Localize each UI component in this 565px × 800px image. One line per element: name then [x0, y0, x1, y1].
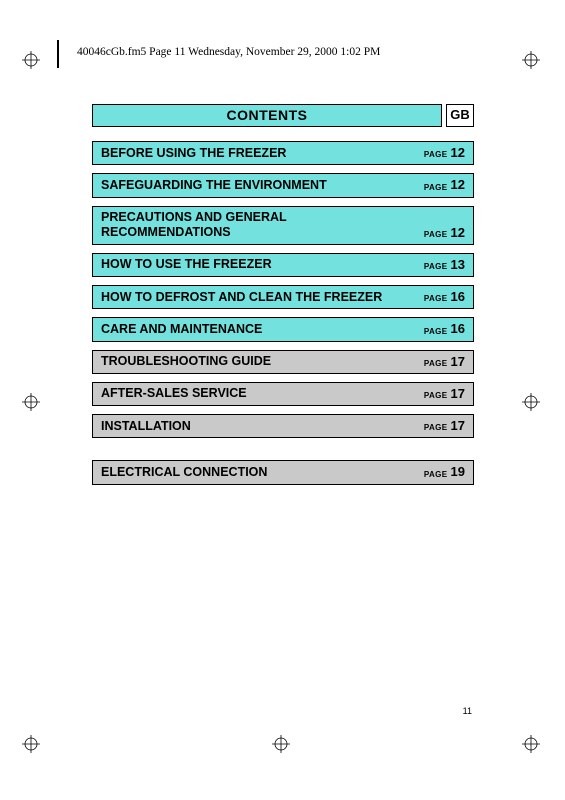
toc-entry-label: BEFORE USING THE FREEZER: [101, 146, 424, 162]
registration-mark-icon: [522, 735, 540, 753]
page-number: 11: [463, 706, 472, 716]
toc-entry: ELECTRICAL CONNECTIONPAGE19: [92, 460, 474, 484]
toc-entry-label: PRECAUTIONS AND GENERAL RECOMMENDATIONS: [101, 210, 424, 241]
toc-entry-page: 17: [451, 386, 465, 402]
toc-entry: SAFEGUARDING THE ENVIRONMENTPAGE12: [92, 173, 474, 197]
registration-mark-icon: [522, 393, 540, 411]
toc-entry-label: HOW TO DEFROST AND CLEAN THE FREEZER: [101, 290, 424, 306]
page-label: PAGE: [424, 183, 451, 194]
page-label: PAGE: [424, 294, 451, 305]
page-label: PAGE: [424, 230, 451, 241]
toc-entry-page: 12: [451, 145, 465, 161]
toc-entry: BEFORE USING THE FREEZERPAGE12: [92, 141, 474, 165]
registration-mark-icon: [22, 735, 40, 753]
toc-entry-label: AFTER-SALES SERVICE: [101, 386, 424, 402]
page-label: PAGE: [424, 423, 451, 434]
toc-entry-page: 16: [451, 289, 465, 305]
toc-entry-label: HOW TO USE THE FREEZER: [101, 257, 424, 273]
toc-entry: AFTER-SALES SERVICEPAGE17: [92, 382, 474, 406]
toc-entry-label: SAFEGUARDING THE ENVIRONMENT: [101, 178, 424, 194]
registration-mark-icon: [522, 51, 540, 69]
language-code: GB: [446, 104, 474, 127]
header-rule: [57, 40, 59, 68]
toc-entry-page: 12: [451, 225, 465, 241]
title-row: CONTENTS GB: [92, 104, 474, 127]
toc-entry-label: CARE AND MAINTENANCE: [101, 322, 424, 338]
header-text: 40046cGb.fm5 Page 11 Wednesday, November…: [77, 46, 380, 58]
registration-mark-icon: [22, 51, 40, 69]
toc-entry-label: INSTALLATION: [101, 419, 424, 435]
contents-panel: CONTENTS GB BEFORE USING THE FREEZERPAGE…: [92, 104, 474, 493]
contents-title: CONTENTS: [92, 104, 442, 127]
toc-entry-label: ELECTRICAL CONNECTION: [101, 465, 424, 481]
registration-mark-icon: [272, 735, 290, 753]
registration-mark-icon: [22, 393, 40, 411]
toc-entry-page: 19: [451, 464, 465, 480]
toc-entry: CARE AND MAINTENANCEPAGE16: [92, 317, 474, 341]
toc-entry: HOW TO USE THE FREEZERPAGE13: [92, 253, 474, 277]
toc-entry: INSTALLATIONPAGE17: [92, 414, 474, 438]
page-label: PAGE: [424, 470, 451, 481]
toc-entry-page: 16: [451, 321, 465, 337]
toc-entry-page: 12: [451, 177, 465, 193]
toc-entry-page: 13: [451, 257, 465, 273]
page-label: PAGE: [424, 327, 451, 338]
toc-entry-label: TROUBLESHOOTING GUIDE: [101, 354, 424, 370]
page-label: PAGE: [424, 391, 451, 402]
toc-entry: HOW TO DEFROST AND CLEAN THE FREEZERPAGE…: [92, 285, 474, 309]
page-label: PAGE: [424, 150, 451, 161]
toc-entry: TROUBLESHOOTING GUIDEPAGE17: [92, 350, 474, 374]
toc-entry-page: 17: [451, 418, 465, 434]
page-label: PAGE: [424, 262, 451, 273]
toc-entry-page: 17: [451, 354, 465, 370]
page-label: PAGE: [424, 359, 451, 370]
entries-list: BEFORE USING THE FREEZERPAGE12SAFEGUARDI…: [92, 141, 474, 485]
toc-entry: PRECAUTIONS AND GENERAL RECOMMENDATIONSP…: [92, 206, 474, 245]
